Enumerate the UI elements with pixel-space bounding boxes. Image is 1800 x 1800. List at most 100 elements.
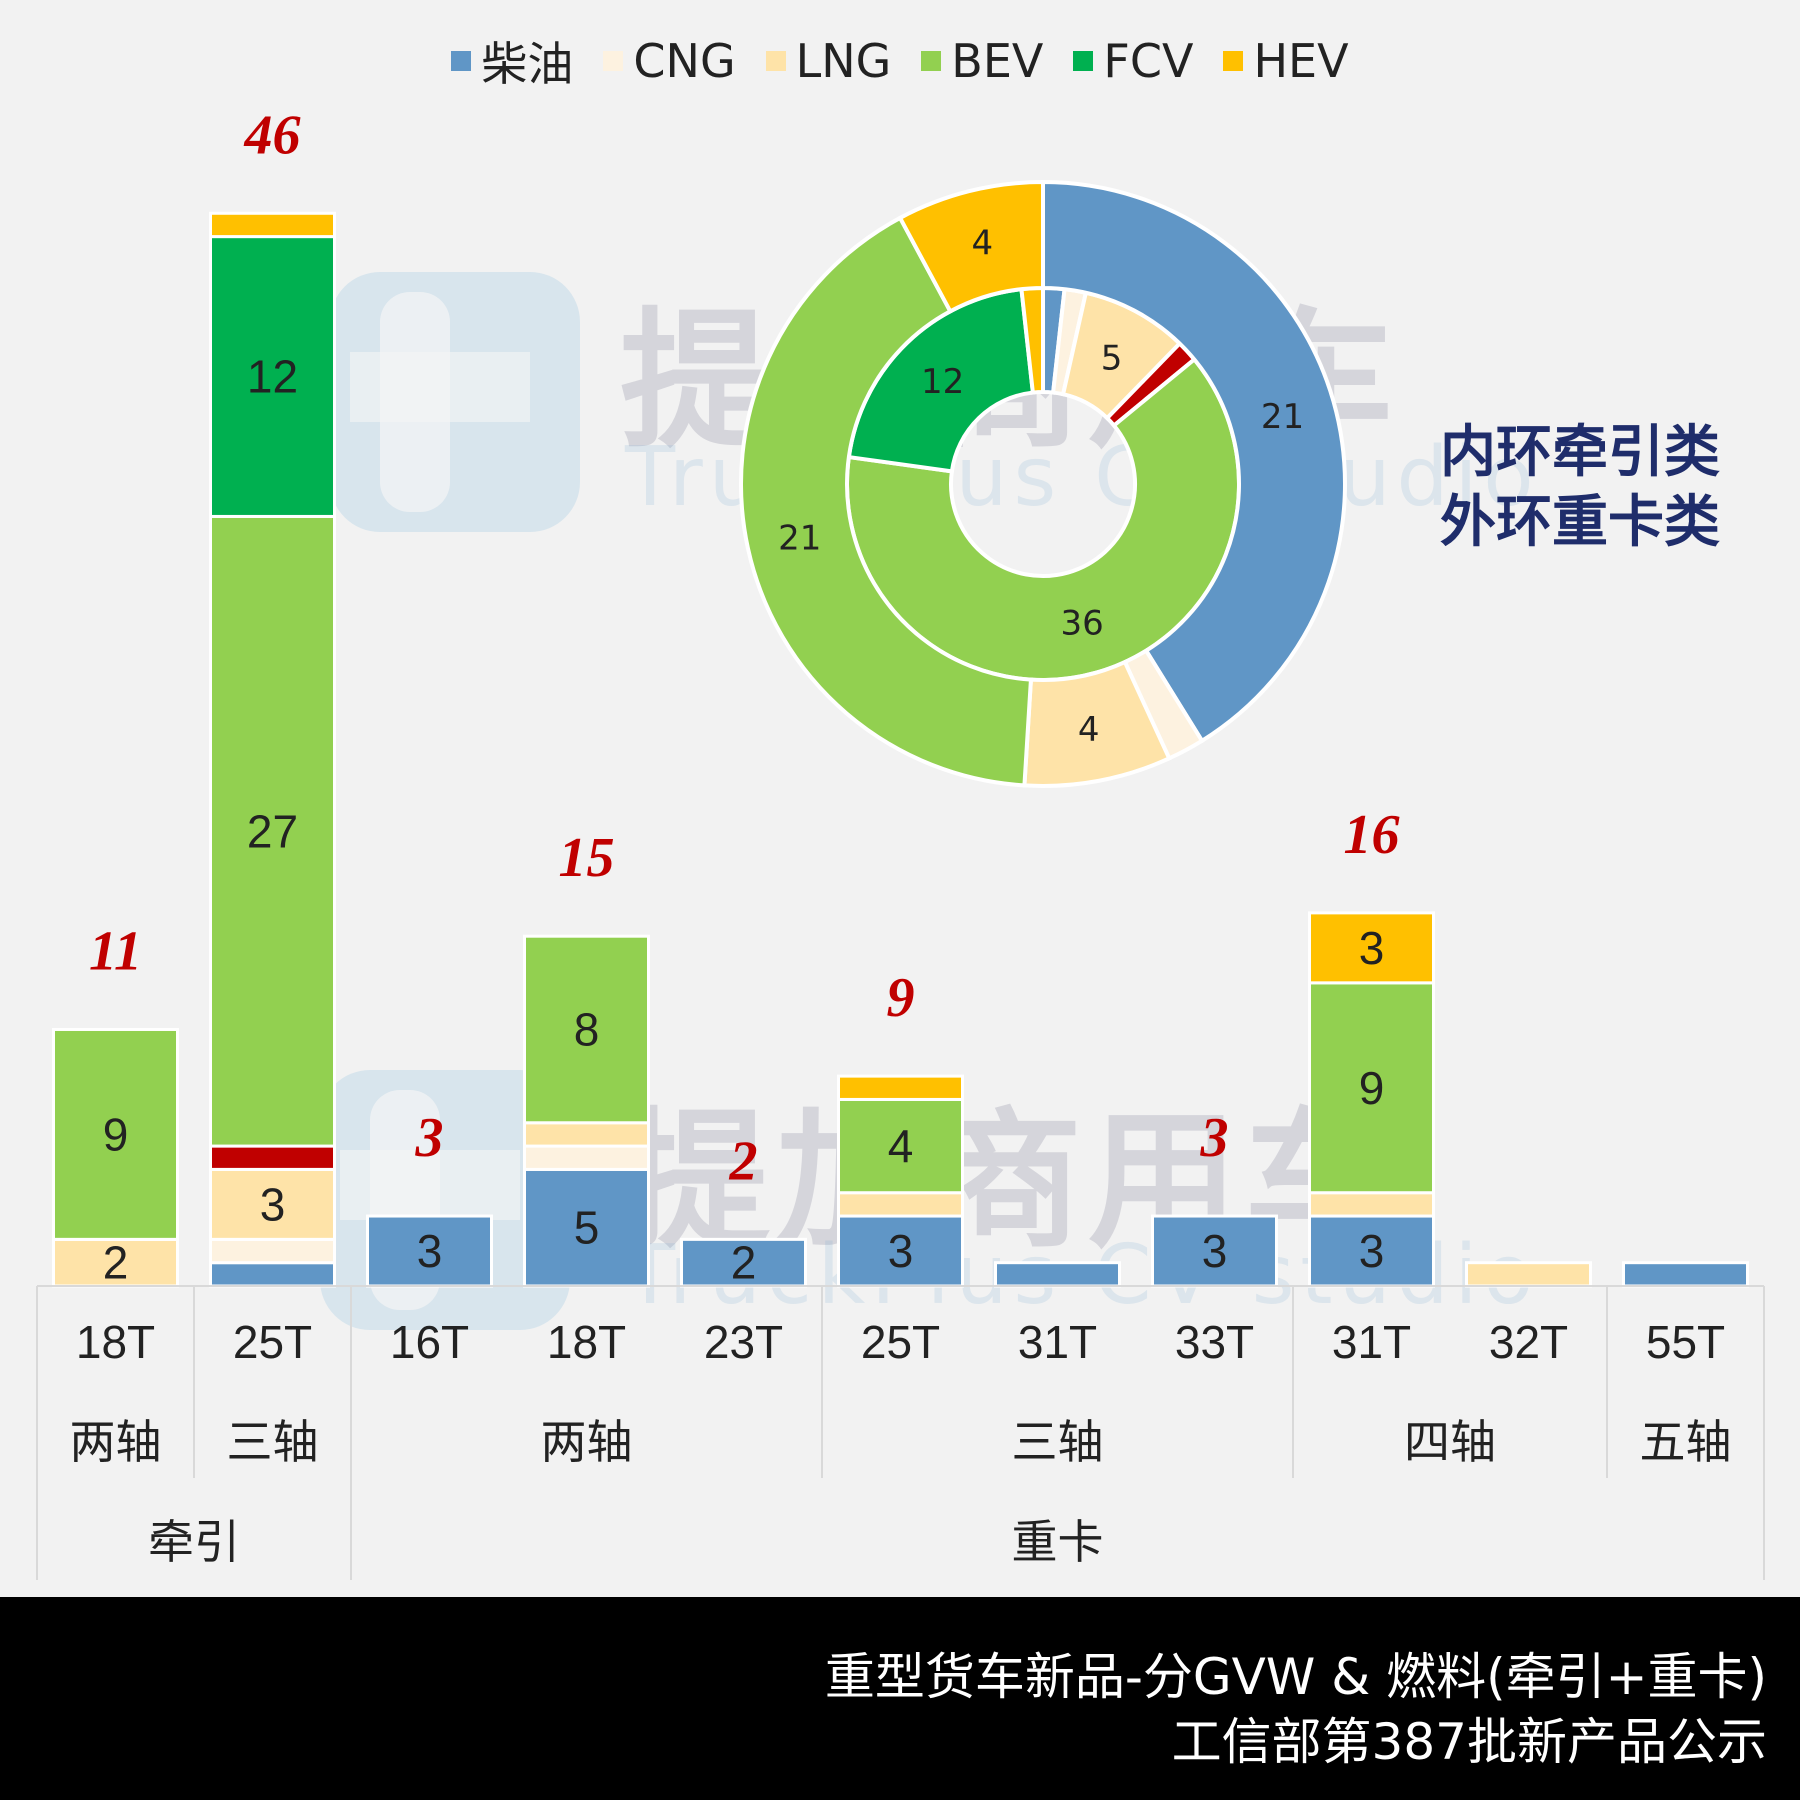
footer-banner: 重型货车新品-分GVW & 燃料(牵引+重卡) 工信部第387批新产品公示	[0, 1597, 1800, 1800]
legend-label: CNG	[633, 34, 736, 88]
donut-slice-label: 36	[1061, 604, 1104, 644]
bar-total-label: 46	[244, 104, 301, 166]
donut-slice-label: 21	[1261, 397, 1304, 437]
x-tick-label: 16T	[390, 1316, 469, 1368]
bar-segment	[837, 1191, 964, 1218]
bar-segment-label: 3	[1359, 922, 1385, 974]
chart-legend: 柴油 CNG LNG BEV FCV HEV	[0, 28, 1800, 94]
bar-segment-label: 2	[731, 1237, 757, 1289]
legend-swatch	[921, 51, 942, 71]
type-group-label: 重卡	[1012, 1515, 1104, 1569]
axle-group-label: 四轴	[1404, 1415, 1496, 1469]
ring-note: 内环牵引类 外环重卡类	[1440, 418, 1720, 558]
x-tick-label: 31T	[1018, 1316, 1097, 1368]
bar-segment-label: 2	[103, 1237, 129, 1289]
bar-segment-label: 5	[574, 1202, 600, 1254]
bar-total-label: 15	[559, 827, 615, 889]
legend-item: 柴油	[451, 28, 573, 94]
x-tick-label: 23T	[704, 1316, 783, 1368]
bar-segment	[1308, 1191, 1435, 1218]
bar-segment	[209, 1261, 336, 1288]
donut-slice	[739, 215, 1034, 788]
x-tick-label: 32T	[1489, 1316, 1568, 1368]
bar-segment	[52, 1027, 179, 1241]
legend-label: LNG	[795, 34, 892, 88]
bar-segment	[837, 1074, 964, 1101]
legend-swatch	[603, 51, 624, 71]
donut-slice-label: 12	[921, 362, 964, 402]
bar-total-label: 11	[89, 920, 142, 982]
bar-segment	[837, 1097, 964, 1195]
bar-segment	[1465, 1261, 1592, 1288]
watermark-logo-top	[330, 272, 580, 532]
bar-segment	[1308, 1214, 1435, 1288]
ring-note-inner: 内环牵引类	[1440, 420, 1720, 485]
bar-segment	[209, 514, 336, 1148]
bar-segment-label: 4	[888, 1120, 914, 1172]
bar-segment	[523, 1121, 650, 1148]
bar-segment	[209, 211, 336, 239]
bar-segment	[1622, 1261, 1749, 1288]
legend-item: HEV	[1223, 34, 1349, 88]
bar-segment	[1308, 911, 1435, 985]
x-tick-label: 31T	[1332, 1316, 1411, 1368]
footer-source: 工信部第387批新产品公示	[1171, 1713, 1767, 1771]
ring-note-outer: 外环重卡类	[1440, 490, 1720, 555]
legend-label: HEV	[1253, 34, 1349, 88]
bar-segment	[523, 1144, 650, 1171]
x-tick-label: 25T	[861, 1316, 940, 1368]
donut-slice	[1041, 179, 1347, 744]
bar-segment	[209, 235, 336, 518]
bar-total-label: 3	[415, 1107, 444, 1169]
bar-segment	[209, 1167, 336, 1241]
bar-total-label: 3	[1200, 1107, 1229, 1169]
bar-segment-label: 8	[574, 1003, 600, 1055]
bar-segment	[1308, 981, 1435, 1195]
footer-title: 重型货车新品-分GVW & 燃料(牵引+重卡)	[824, 1648, 1767, 1706]
x-tick-label: 55T	[1646, 1316, 1725, 1368]
bar-total-label: 9	[887, 967, 915, 1029]
bar-segment-label: 3	[888, 1225, 914, 1277]
legend-label: 柴油	[481, 37, 574, 91]
axle-group-label: 两轴	[70, 1415, 162, 1469]
bar-segment-label: 3	[1359, 1225, 1385, 1277]
donut-slice	[897, 179, 1045, 315]
bar-segment	[209, 1237, 336, 1265]
donut-slice-label: 5	[1101, 338, 1123, 378]
x-tick-label: 33T	[1175, 1316, 1254, 1368]
legend-swatch	[765, 51, 786, 71]
bar-segment-label: 9	[103, 1108, 129, 1160]
axle-group-label: 两轴	[541, 1415, 633, 1469]
bar-segment	[837, 1214, 964, 1288]
bar-segment	[366, 1214, 493, 1288]
x-tick-label: 18T	[547, 1316, 626, 1368]
bar-segment	[209, 1144, 336, 1171]
bar-segment	[680, 1237, 807, 1288]
bar-segment-label: 9	[1359, 1062, 1385, 1114]
bar-segment	[523, 1167, 650, 1288]
type-group-label: 牵引	[148, 1515, 240, 1569]
bar-segment	[523, 934, 650, 1125]
axle-group-label: 三轴	[1012, 1415, 1104, 1469]
legend-label: FCV	[1103, 34, 1194, 88]
donut-slice-label: 4	[971, 224, 993, 264]
legend-item: LNG	[765, 34, 892, 88]
bar-total-label: 16	[1344, 804, 1400, 866]
legend-swatch	[1223, 51, 1244, 71]
x-tick-label: 25T	[233, 1316, 312, 1368]
bar-total-label: 2	[729, 1130, 758, 1192]
legend-item: FCV	[1073, 34, 1193, 88]
axle-group-label: 三轴	[227, 1415, 319, 1469]
legend-item: CNG	[603, 34, 736, 88]
x-tick-label: 18T	[76, 1316, 155, 1368]
bar-segment-label: 3	[260, 1178, 286, 1230]
legend-swatch	[451, 51, 472, 71]
bar-segment-label: 3	[1202, 1225, 1228, 1277]
axle-group-label: 五轴	[1640, 1415, 1732, 1469]
bar-segment	[1151, 1214, 1278, 1288]
bar-segment-label: 3	[417, 1225, 443, 1277]
bar-segment	[994, 1261, 1121, 1288]
donut-slice-label: 4	[1078, 710, 1100, 750]
